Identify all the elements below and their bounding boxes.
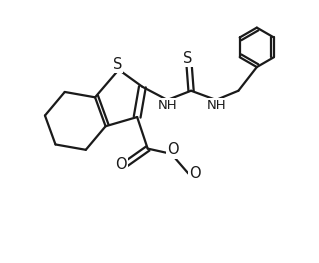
Text: O: O — [167, 142, 178, 158]
Text: NH: NH — [158, 99, 177, 112]
Text: S: S — [113, 57, 122, 72]
Text: S: S — [183, 51, 192, 66]
Text: O: O — [115, 157, 126, 172]
Text: O: O — [189, 166, 201, 181]
Text: NH: NH — [207, 99, 226, 112]
